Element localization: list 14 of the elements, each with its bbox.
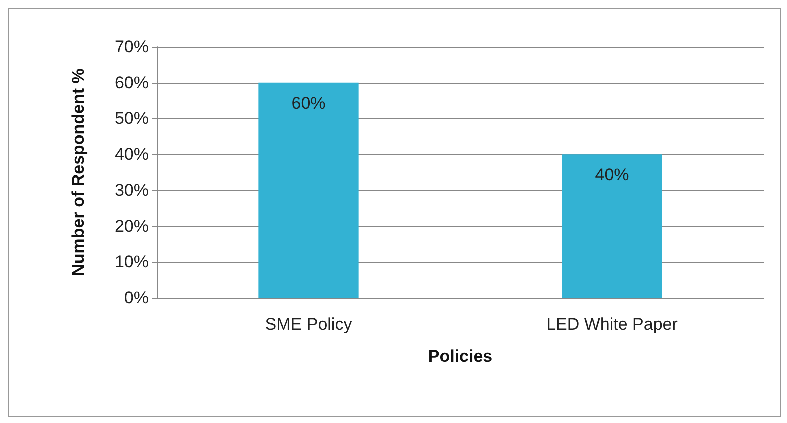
x-tick-label: LED White Paper <box>546 315 678 334</box>
data-label: 40% <box>595 166 630 185</box>
x-axis-title: Policies <box>428 347 493 366</box>
y-tick-label: 30% <box>114 180 149 200</box>
y-tick-label: 50% <box>114 109 149 128</box>
y-axis-title: Number of Respondent % <box>69 68 88 276</box>
y-tick-label: 20% <box>114 216 149 236</box>
x-tick-label: SME Policy <box>265 315 353 334</box>
data-label: 60% <box>292 94 326 113</box>
y-tick-label: 10% <box>114 252 149 272</box>
y-tick-label: 40% <box>114 145 149 164</box>
y-tick-label: 70% <box>114 38 149 56</box>
y-tick-label: 0% <box>124 288 149 308</box>
y-tick-label: 60% <box>114 73 149 92</box>
